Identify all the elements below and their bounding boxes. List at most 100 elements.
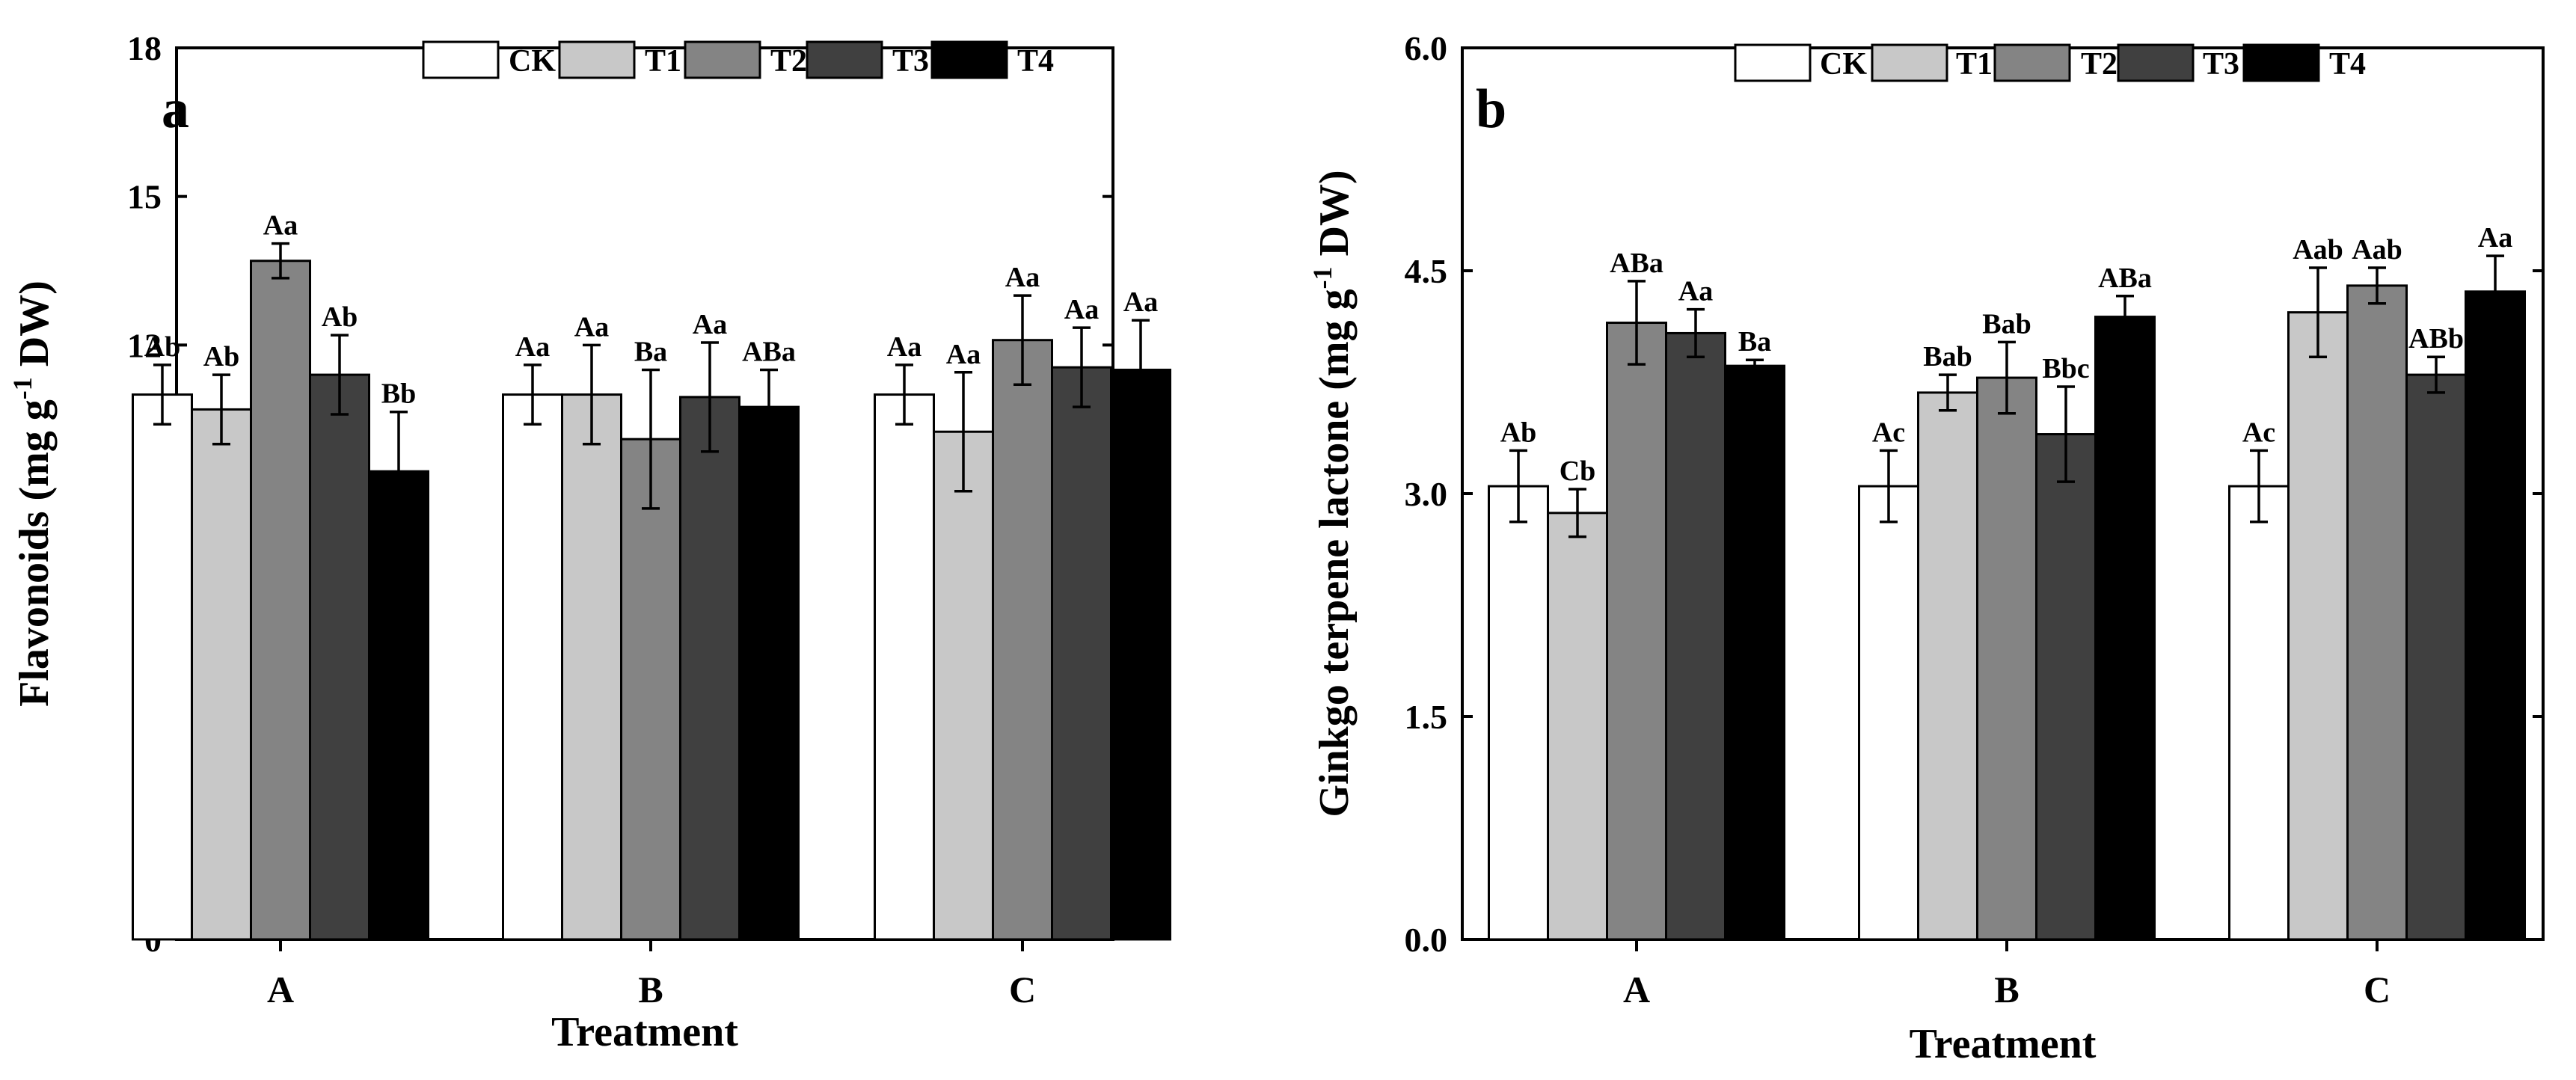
x-category-label: B	[1994, 969, 2019, 1010]
significance-label: Ab	[322, 301, 358, 333]
bar-T2-C	[2346, 284, 2408, 941]
significance-label: Ab	[1500, 417, 1537, 448]
significance-label: Ba	[634, 336, 667, 367]
significance-label: ABa	[2098, 263, 2152, 294]
chart-panel-b: 0.0 1.5 3.0 4.5 6.0 A Ab Cb ABa Aa Ba B Ac Bab Bab Bbc A…	[1307, 29, 2545, 1067]
bar-T3-A	[1665, 331, 1726, 941]
significance-label: Aa	[1123, 286, 1158, 318]
significance-label: Cb	[1560, 455, 1596, 487]
bar-T4-A	[368, 470, 429, 941]
significance-label: Ba	[1738, 326, 1771, 358]
significance-label: Aa	[1064, 294, 1099, 325]
significance-label: Bb	[381, 378, 416, 410]
x-axis-title: Treatment	[1910, 1021, 2097, 1067]
bar-T2-A	[250, 260, 311, 941]
significance-label: Ac	[1872, 417, 1905, 448]
significance-label: Aa	[1005, 262, 1040, 293]
bar-T4-C	[2465, 290, 2526, 941]
bar-CK-B	[502, 393, 563, 941]
bar-T3-A	[309, 373, 370, 941]
x-category-label: C	[1009, 969, 1036, 1010]
legend-swatch-CK	[422, 40, 500, 79]
legend-swatch-T1	[558, 40, 636, 79]
significance-label: Ac	[2242, 417, 2275, 448]
legend-swatch-T1	[1871, 43, 1948, 82]
y-tick-label: 4.5	[1405, 252, 1448, 290]
legend-swatch-T4	[2242, 43, 2320, 82]
bar-T2-A	[1606, 322, 1667, 941]
legend-label-T2: T2	[770, 44, 807, 79]
significance-label: Bab	[1923, 341, 1972, 372]
legend-label-CK: CK	[1820, 47, 1867, 82]
legend-label-CK: CK	[509, 44, 556, 79]
y-tick-label: 0.0	[1405, 921, 1448, 959]
significance-label: Aa	[946, 339, 981, 370]
y-axis-title: Ginkgo terpene lactone (mg g-1 DW)	[1307, 170, 1358, 817]
x-category-label: B	[638, 969, 663, 1010]
x-category-label: A	[267, 969, 294, 1010]
bar-T3-C	[1051, 366, 1112, 941]
bar-T1-B	[1917, 391, 1978, 941]
y-tick-label: 12	[127, 326, 162, 364]
x-category-label: A	[1623, 969, 1650, 1010]
legend-swatch-T4	[930, 40, 1008, 79]
legend-label-T4: T4	[2329, 47, 2366, 82]
legend-label-T2: T2	[2081, 47, 2117, 82]
significance-label: Aab	[2352, 234, 2402, 266]
y-tick-label: 6.0	[1405, 29, 1448, 67]
y-tick-label: 3.0	[1405, 475, 1448, 513]
significance-label: ABa	[1610, 248, 1663, 279]
legend-label-T4: T4	[1017, 44, 1054, 79]
bar-T2-C	[992, 339, 1053, 941]
y-tick-label: 18	[127, 29, 162, 67]
significance-label: Aa	[515, 331, 550, 363]
x-axis-title: Treatment	[551, 1009, 738, 1055]
significance-label: Bab	[1982, 308, 2031, 340]
bar-CK-A	[132, 393, 193, 941]
significance-label: Ab	[203, 341, 240, 372]
panel-label: a	[162, 79, 189, 140]
significance-label: Aab	[2293, 234, 2343, 266]
chart-panel-a: 0369121518AAbAbAaAbBbBAaAaBaAaABaCAaAaAa…	[7, 29, 1171, 1055]
bar-T3-B	[679, 396, 740, 941]
significance-label: ABb	[2408, 323, 2464, 355]
significance-label: ABa	[742, 336, 796, 367]
bar-T3-B	[2035, 433, 2097, 941]
bar-T4-C	[1110, 368, 1171, 941]
legend-label-T3: T3	[892, 44, 929, 79]
y-tick-label: 1.5	[1405, 698, 1448, 736]
bar-CK-C	[2228, 485, 2290, 941]
y-axis-title: Flavonoids (mg g-1 DW)	[7, 280, 58, 707]
significance-label: Aa	[693, 309, 727, 340]
bar-T1-A	[1547, 512, 1608, 941]
significance-label: Aa	[1678, 276, 1713, 307]
significance-label: Aa	[574, 311, 609, 343]
bar-CK-C	[874, 393, 935, 941]
significance-label: Ab	[144, 331, 181, 363]
panel-label: b	[1476, 79, 1506, 140]
bar-T4-B	[738, 405, 800, 941]
bar-T4-A	[1724, 364, 1785, 941]
legend-swatch-CK	[1734, 43, 1812, 82]
legend-swatch-T2	[684, 40, 761, 79]
x-category-label: C	[2364, 969, 2391, 1010]
bar-T2-B	[620, 438, 681, 941]
bar-T2-B	[1976, 376, 2037, 941]
legend-label-T1: T1	[1956, 47, 1993, 82]
bar-CK-B	[1858, 485, 1919, 941]
significance-label: Aa	[887, 331, 921, 363]
significance-label: Aa	[2478, 222, 2512, 254]
bar-CK-A	[1488, 485, 1549, 941]
legend-swatch-T2	[1993, 43, 2071, 82]
bar-T1-A	[191, 408, 252, 941]
bar-T4-B	[2094, 316, 2156, 941]
bar-T1-C	[2287, 311, 2349, 941]
legend-swatch-T3	[2117, 43, 2195, 82]
bar-T1-B	[561, 393, 622, 941]
legend-label-T3: T3	[2203, 47, 2239, 82]
bar-T1-C	[933, 430, 994, 941]
significance-label: Bbc	[2042, 353, 2089, 384]
legend-swatch-T3	[806, 40, 883, 79]
legend-label-T1: T1	[645, 44, 681, 79]
